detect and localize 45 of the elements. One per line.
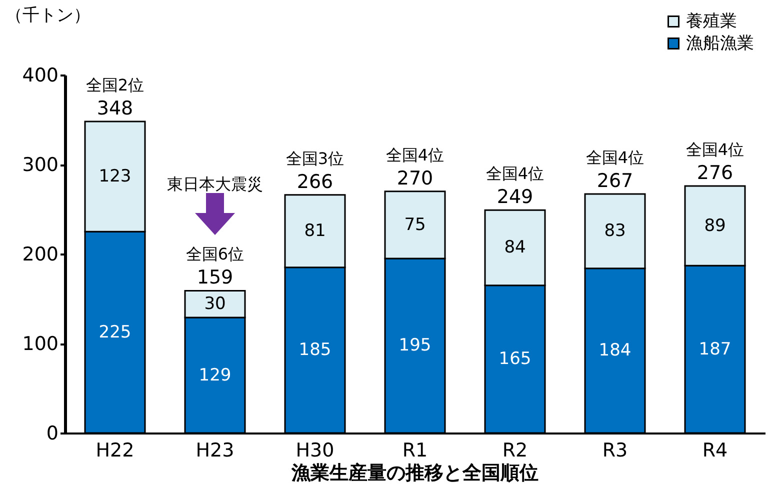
data-label: 123 (98, 166, 132, 187)
annotation: 全国4位 (686, 140, 744, 159)
data-label: 89 (704, 216, 726, 236)
data-label: 165 (498, 349, 532, 370)
y-tick-label: 400 (22, 64, 58, 86)
total-label: 270 (396, 167, 434, 190)
data-label: 195 (398, 336, 432, 356)
annotation: 全国3位 (286, 148, 344, 168)
text: 漁業生産量の推移と全国順位 (290, 462, 538, 484)
annotation: 全国4位 (486, 164, 544, 184)
data-label: 187 (698, 339, 732, 360)
x-tick-label: H30 (296, 440, 334, 462)
x-tick-label: R2 (502, 440, 528, 462)
data-label: 225 (98, 322, 132, 342)
legend-label: 漁船漁業 (686, 34, 754, 54)
data-label: 83 (604, 221, 626, 242)
y-axis-title: （千トン） (6, 6, 90, 26)
legend-label: 養殖業 (686, 12, 737, 32)
annotation: 全国4位 (386, 145, 444, 164)
total-label: 249 (496, 186, 534, 208)
data-label: 84 (504, 238, 526, 258)
data-label: 129 (198, 365, 232, 386)
total-label: 266 (296, 170, 334, 193)
x-tick-label: H22 (96, 440, 134, 462)
y-tick-label: 0 (46, 422, 58, 444)
annotation: 東日本大震災 (167, 174, 263, 194)
total-label: 159 (196, 266, 234, 289)
total-label: 267 (596, 170, 634, 192)
y-tick-label: 100 (22, 333, 58, 355)
x-tick-label: R3 (602, 440, 628, 462)
total-label: 348 (96, 98, 134, 120)
annotation: 全国4位 (586, 148, 644, 168)
annotation: 全国6位 (186, 244, 244, 264)
annotation: 全国2位 (86, 76, 144, 95)
data-label: 185 (298, 340, 332, 360)
x-tick-label: R4 (702, 440, 728, 462)
data-label: 81 (304, 221, 326, 242)
data-label: 184 (598, 340, 632, 361)
total-label: 276 (696, 162, 734, 184)
x-tick-label: H23 (196, 440, 234, 462)
y-tick-label: 200 (22, 244, 58, 266)
x-tick-label: R1 (402, 440, 428, 462)
data-label: 30 (204, 294, 226, 314)
data-label: 75 (404, 214, 426, 235)
y-tick-label: 300 (22, 154, 58, 176)
